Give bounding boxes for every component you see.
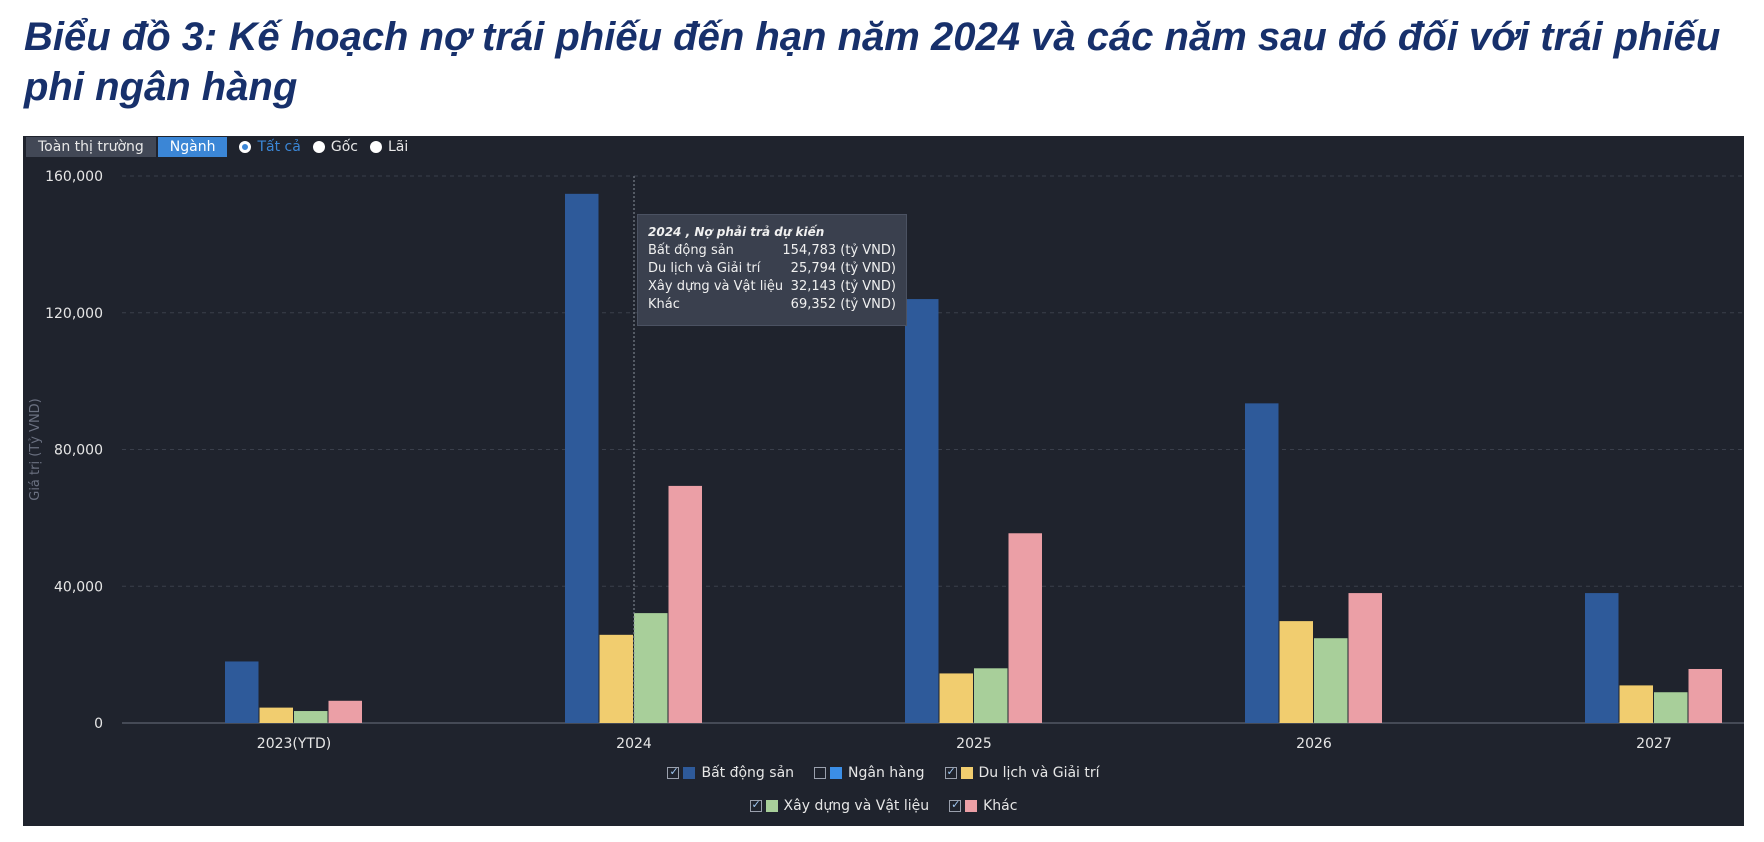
industry-button[interactable]: Ngành bbox=[157, 137, 228, 157]
tooltip-row: Khác 69,352 (tỷ VND) bbox=[648, 296, 896, 314]
legend-row-1: Bất động sản Ngân hàng Du lịch và Giải trí bbox=[23, 765, 1744, 781]
legend-label: Bất động sản bbox=[701, 765, 795, 781]
radio-dot-icon bbox=[369, 141, 382, 153]
bar-du-lịch-và-giải-trí-2025[interactable] bbox=[939, 673, 974, 723]
radio-interest[interactable]: Lãi bbox=[369, 139, 409, 155]
legend-swatch bbox=[683, 767, 696, 779]
bar-bất-động-sản-2023ytd[interactable] bbox=[225, 661, 259, 723]
tooltip-rows: Bất động sản 154,783 (tỷ VND) Du lịch và G… bbox=[648, 242, 896, 314]
tooltip-title: 2024 , Nợ phải trả dự kiến bbox=[648, 225, 825, 239]
legend-checkbox-icon[interactable] bbox=[749, 798, 762, 812]
chart-tooltip: 2024 , Nợ phải trả dự kiến Bất động sản 1… bbox=[637, 214, 907, 326]
legend-swatch bbox=[765, 800, 778, 812]
tooltip-row: Bất động sản 154,783 (tỷ VND) bbox=[648, 242, 896, 260]
radio-dot-icon bbox=[239, 141, 252, 153]
bar-xây-dựng-và-vật-liệu-2023ytd[interactable] bbox=[294, 711, 328, 723]
x-tick-label: 2026 bbox=[1296, 736, 1332, 752]
chart-toolbar: Toàn thị trường Ngành Tất cả Gốc Lãi bbox=[23, 136, 408, 158]
radio-interest-label: Lãi bbox=[387, 139, 409, 155]
legend-checkbox-icon[interactable] bbox=[949, 798, 962, 812]
bar-xây-dựng-và-vật-liệu-2025[interactable] bbox=[974, 668, 1008, 723]
tooltip-series-name: Khác bbox=[648, 297, 680, 312]
legend-swatch bbox=[965, 800, 978, 812]
tooltip-series-value: 32,143 (tỷ VND) bbox=[790, 279, 896, 294]
legend-label: Xây dựng và Vật liệu bbox=[783, 798, 930, 814]
radio-dot-icon bbox=[312, 141, 325, 153]
legend-item-khác[interactable]: Khác bbox=[949, 798, 1017, 814]
x-tick-label: 2027 bbox=[1636, 736, 1672, 752]
radio-all-label: Tất cả bbox=[257, 139, 301, 155]
legend-checkbox-icon[interactable] bbox=[667, 765, 680, 779]
tooltip-series-name: Xây dựng và Vật liệu bbox=[648, 279, 784, 294]
radio-all[interactable]: Tất cả bbox=[239, 139, 301, 155]
legend-row-2: Xây dựng và Vật liệu Khác bbox=[23, 798, 1744, 814]
tooltip-series-value: 25,794 (tỷ VND) bbox=[790, 261, 896, 276]
bar-khác-2025[interactable] bbox=[1008, 533, 1043, 723]
bar-du-lịch-và-giải-trí-2026[interactable] bbox=[1279, 621, 1314, 723]
tooltip-series-name: Du lịch và Giải trí bbox=[648, 261, 761, 276]
y-tick-label: 160,000 bbox=[45, 169, 103, 185]
bar-bất-động-sản-2026[interactable] bbox=[1245, 403, 1279, 723]
legend-checkbox-icon[interactable] bbox=[814, 767, 827, 779]
y-axis-label: Giá trị (Tỷ VND) bbox=[28, 398, 43, 501]
radio-principal-label: Gốc bbox=[330, 139, 358, 155]
x-tick-label: 2024 bbox=[616, 736, 652, 752]
bar-du-lịch-và-giải-trí-2023ytd[interactable] bbox=[259, 707, 294, 723]
legend-label: Khác bbox=[983, 798, 1018, 814]
legend-label: Ngân hàng bbox=[848, 765, 925, 781]
tooltip-series-value: 154,783 (tỷ VND) bbox=[782, 243, 896, 258]
x-tick-label: 2025 bbox=[956, 736, 992, 752]
bar-khác-2026[interactable] bbox=[1348, 593, 1383, 723]
y-tick-label: 80,000 bbox=[54, 443, 103, 459]
legend-item-bất-động-sản[interactable]: Bất động sản bbox=[667, 765, 794, 781]
radio-principal[interactable]: Gốc bbox=[312, 139, 358, 155]
page-title: Biểu đồ 3: Kế hoạch nợ trái phiếu đến hạ… bbox=[24, 15, 1721, 109]
all-market-button[interactable]: Toàn thị trường bbox=[26, 137, 156, 157]
bar-du-lịch-và-giải-trí-2024[interactable] bbox=[599, 634, 634, 723]
legend-swatch bbox=[830, 767, 843, 779]
y-tick-label: 120,000 bbox=[45, 306, 103, 322]
x-tick-label: 2023(YTD) bbox=[257, 736, 331, 752]
chart-panel: Toàn thị trường Ngành Tất cả Gốc Lãi 0 40… bbox=[23, 136, 1744, 826]
y-tick-label: 40,000 bbox=[54, 579, 103, 595]
legend-item-du-lịch-và-giải-trí[interactable]: Du lịch và Giải trí bbox=[944, 765, 1100, 781]
bar-xây-dựng-và-vật-liệu-2024[interactable] bbox=[634, 613, 668, 723]
bar-xây-dựng-và-vật-liệu-2027[interactable] bbox=[1654, 692, 1688, 723]
bar-bất-động-sản-2027[interactable] bbox=[1585, 593, 1619, 723]
tooltip-row: Xây dựng và Vật liệu 32,143 (tỷ VND) bbox=[648, 278, 896, 296]
bar-khác-2024[interactable] bbox=[668, 485, 703, 723]
legend-item-ngân-hàng[interactable]: Ngân hàng bbox=[814, 765, 925, 781]
bar-khác-2023ytd[interactable] bbox=[328, 700, 363, 723]
legend-item-xây-dựng-và-vật-liệu[interactable]: Xây dựng và Vật liệu bbox=[749, 798, 930, 814]
tooltip-series-value: 69,352 (tỷ VND) bbox=[790, 297, 896, 312]
bar-du-lịch-và-giải-trí-2027[interactable] bbox=[1619, 685, 1654, 723]
bar-chart: 0 40,000 80,000 120,000 160,000 Giá trị (Tỷ V… bbox=[28, 169, 1744, 752]
bar-bất-động-sản-2024[interactable] bbox=[565, 193, 599, 723]
bar-khác-2027[interactable] bbox=[1688, 668, 1723, 723]
tooltip-row: Du lịch và Giải trí 25,794 (tỷ VND) bbox=[648, 260, 896, 278]
legend-checkbox-icon[interactable] bbox=[944, 765, 957, 779]
legend-label: Du lịch và Giải trí bbox=[978, 765, 1100, 781]
tooltip-series-name: Bất động sản bbox=[648, 243, 734, 258]
y-tick-label: 0 bbox=[94, 716, 103, 732]
legend-swatch bbox=[960, 767, 973, 779]
bar-bất-động-sản-2025[interactable] bbox=[905, 299, 939, 723]
bar-xây-dựng-và-vật-liệu-2026[interactable] bbox=[1314, 638, 1348, 723]
